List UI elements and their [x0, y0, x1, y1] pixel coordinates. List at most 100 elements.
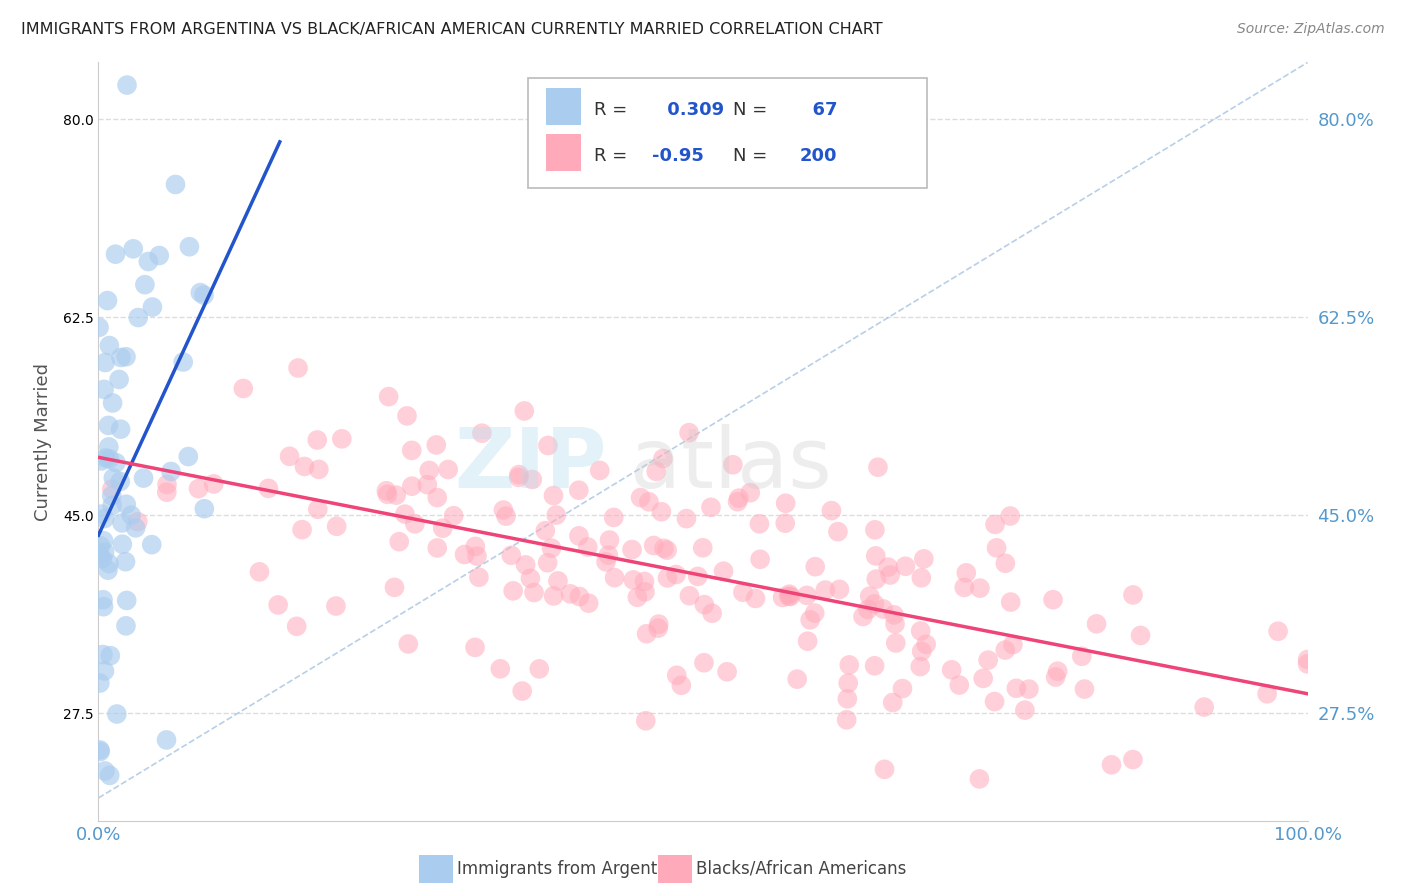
Point — [401, 479, 423, 493]
Point — [700, 500, 723, 515]
Point — [94, 764, 117, 778]
Point — [165, 178, 187, 192]
Point — [636, 626, 658, 640]
Point — [994, 557, 1017, 571]
Text: N =: N = — [734, 146, 768, 165]
Point — [522, 473, 544, 487]
Point — [915, 637, 938, 651]
Point — [1192, 700, 1215, 714]
Point — [1085, 616, 1108, 631]
Point — [1296, 657, 1319, 671]
Point — [177, 450, 200, 464]
Point — [232, 382, 254, 396]
Point — [537, 556, 560, 570]
Point — [537, 438, 560, 452]
Point — [115, 619, 138, 633]
Point — [115, 593, 138, 607]
Point — [740, 485, 762, 500]
Point — [98, 338, 121, 352]
Point — [693, 598, 716, 612]
Point — [547, 574, 569, 588]
Point — [540, 541, 562, 556]
Point — [820, 503, 842, 517]
Point — [652, 541, 675, 556]
Point — [578, 596, 600, 610]
Point — [89, 676, 111, 690]
Point — [396, 637, 419, 651]
Point — [87, 320, 110, 334]
Point — [814, 583, 837, 598]
Point — [969, 581, 991, 595]
Point — [721, 458, 744, 472]
Point — [678, 425, 700, 440]
Point — [838, 657, 860, 672]
Point — [394, 507, 416, 521]
Point — [773, 516, 796, 531]
Point — [912, 552, 935, 566]
Point — [879, 568, 901, 582]
Point — [468, 570, 491, 584]
Point — [546, 508, 568, 522]
Point — [523, 585, 546, 599]
Point — [127, 515, 149, 529]
Point — [1070, 649, 1092, 664]
Text: Blacks/African Americans: Blacks/African Americans — [696, 860, 907, 878]
Point — [884, 636, 907, 650]
Point — [786, 672, 808, 686]
Point — [665, 668, 688, 682]
Point — [132, 471, 155, 485]
Point — [97, 418, 120, 433]
Point — [156, 477, 179, 491]
Point — [416, 477, 439, 491]
Y-axis label: Currently Married: Currently Married — [34, 362, 52, 521]
Point — [643, 539, 665, 553]
Point — [602, 510, 624, 524]
Point — [502, 583, 524, 598]
Point — [671, 678, 693, 692]
Point — [278, 450, 301, 464]
Point — [655, 543, 678, 558]
Point — [93, 545, 115, 559]
Point — [872, 602, 894, 616]
Point — [93, 599, 115, 614]
Point — [884, 617, 907, 632]
Point — [114, 555, 136, 569]
Point — [603, 571, 626, 585]
Point — [799, 613, 821, 627]
Point — [385, 488, 408, 502]
Point — [1122, 588, 1144, 602]
Point — [665, 567, 688, 582]
Point — [828, 582, 851, 597]
Point — [865, 549, 887, 563]
Point — [93, 382, 115, 396]
Point — [633, 574, 655, 589]
Point — [652, 451, 675, 466]
Point — [100, 489, 122, 503]
Point — [291, 523, 314, 537]
Point — [330, 432, 353, 446]
Point — [98, 452, 121, 467]
Text: ZIP: ZIP — [454, 424, 606, 505]
Point — [510, 684, 533, 698]
Point — [568, 529, 591, 543]
Point — [1018, 682, 1040, 697]
Point — [986, 541, 1008, 555]
Point — [193, 501, 215, 516]
Point — [138, 254, 160, 268]
Text: N =: N = — [734, 101, 768, 120]
Point — [287, 361, 309, 376]
Point — [630, 491, 652, 505]
Point — [1045, 670, 1067, 684]
Point — [249, 565, 271, 579]
Point — [111, 516, 134, 530]
Point — [595, 555, 617, 569]
Point — [1073, 681, 1095, 696]
Point — [404, 516, 426, 531]
Point — [749, 552, 772, 566]
Text: IMMIGRANTS FROM ARGENTINA VS BLACK/AFRICAN AMERICAN CURRENTLY MARRIED CORRELATIO: IMMIGRANTS FROM ARGENTINA VS BLACK/AFRIC… — [21, 22, 883, 37]
Point — [863, 658, 886, 673]
Point — [873, 762, 896, 776]
Point — [375, 483, 398, 498]
Point — [835, 713, 858, 727]
Point — [1122, 753, 1144, 767]
